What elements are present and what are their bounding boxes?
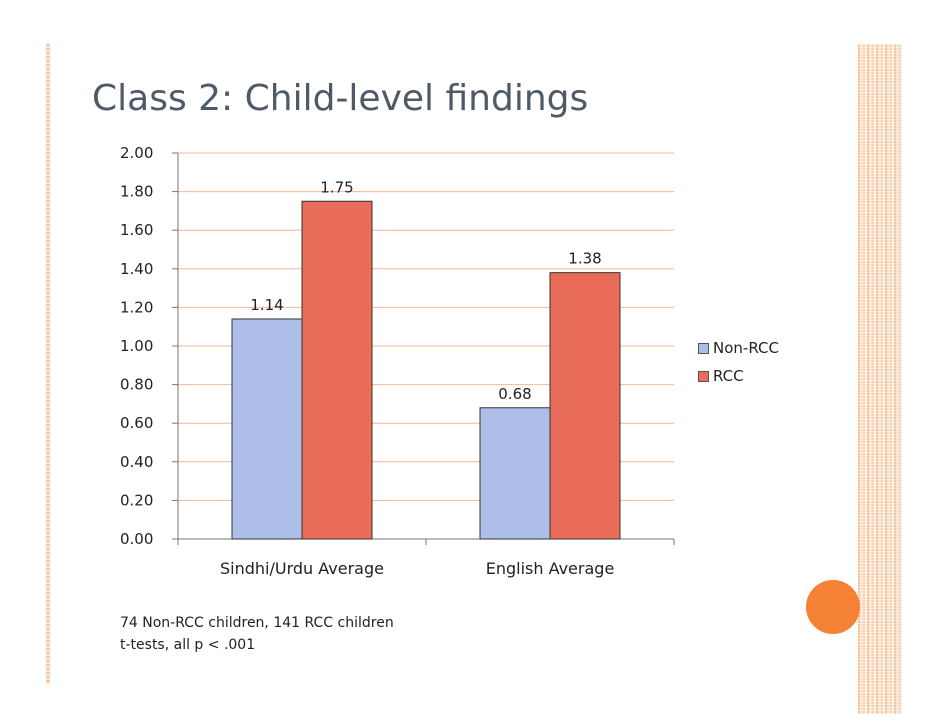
legend-item-rcc: RCC	[698, 362, 779, 390]
legend-label-non-rcc: Non-RCC	[713, 339, 779, 357]
data-label: 1.14	[250, 296, 283, 314]
chart-notes: 74 Non-RCC children, 141 RCC children t-…	[120, 612, 394, 656]
bar-non-rcc	[479, 407, 551, 540]
y-tick-label: 1.80	[120, 183, 153, 201]
slide-title: Class 2: Child-level findings	[92, 78, 589, 119]
legend-item-non-rcc: Non-RCC	[698, 334, 779, 362]
bar-rcc	[549, 272, 621, 540]
y-tick-label: 2.00	[120, 144, 153, 162]
chart-legend: Non-RCC RCC	[698, 334, 779, 390]
note-statistics: t-tests, all p < .001	[120, 637, 256, 653]
data-label: 0.68	[498, 385, 531, 403]
y-tick-label: 0.60	[120, 414, 153, 432]
legend-label-rcc: RCC	[713, 367, 744, 385]
y-tick-label: 1.40	[120, 260, 153, 278]
x-category-label: English Average	[486, 559, 615, 578]
orange-circle-decoration	[806, 580, 860, 634]
y-tick-label: 0.40	[120, 453, 153, 471]
right-decorative-stripe	[858, 44, 902, 714]
bar-rcc	[301, 200, 373, 540]
note-sample-sizes: 74 Non-RCC children, 141 RCC children	[120, 615, 394, 631]
y-tick-label: 0.80	[120, 376, 153, 394]
data-label: 1.75	[320, 178, 353, 196]
y-tick-label: 1.00	[120, 337, 153, 355]
y-tick-label: 1.60	[120, 221, 153, 239]
x-category-label: Sindhi/Urdu Average	[220, 559, 384, 578]
y-tick-label: 1.20	[120, 298, 153, 316]
y-tick-label: 0.00	[120, 530, 153, 548]
bar-non-rcc	[231, 318, 303, 540]
legend-swatch-rcc	[698, 370, 709, 382]
legend-swatch-non-rcc	[698, 342, 709, 354]
y-tick-label: 0.20	[120, 491, 153, 509]
left-decorative-stripe	[46, 44, 50, 684]
data-label: 1.38	[568, 250, 601, 268]
